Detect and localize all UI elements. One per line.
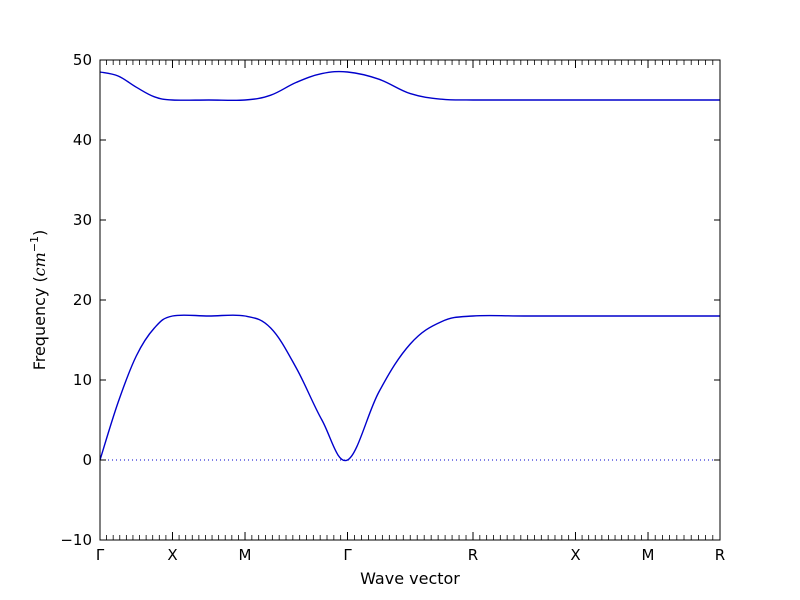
y-tick-label: 20 [73, 291, 92, 309]
axes-frame [99, 59, 721, 541]
y-tick-label: 10 [73, 371, 92, 389]
x-tick-label: Γ [343, 546, 352, 564]
x-tick-label: X [570, 546, 580, 564]
y-axis-label: Frequency (cm−1) [28, 230, 49, 371]
y-tick-label: 50 [73, 51, 92, 69]
y-tick-label: 40 [73, 131, 92, 149]
y-tick-label: −10 [60, 531, 92, 549]
x-tick-label: R [715, 546, 725, 564]
x-tick-label: R [468, 546, 478, 564]
band-line-2 [99, 70, 720, 102]
x-tick-label: Γ [96, 546, 105, 564]
x-axis-label: Wave vector [360, 569, 460, 588]
x-tick-label: X [167, 546, 177, 564]
y-axis-ticks: −10 0 10 20 30 40 50 [60, 51, 720, 549]
x-tick-label: M [642, 546, 655, 564]
y-axis-label-main: Frequency ( [30, 276, 49, 370]
band-line-1 [99, 314, 720, 462]
y-axis-label-close: ) [30, 230, 49, 236]
plot-area [99, 70, 720, 462]
y-tick-label: 30 [73, 211, 92, 229]
y-tick-label: 0 [82, 451, 92, 469]
x-tick-label: M [239, 546, 252, 564]
y-axis-label-unit: cm [30, 252, 49, 276]
y-axis-label-exponent: −1 [28, 236, 41, 252]
